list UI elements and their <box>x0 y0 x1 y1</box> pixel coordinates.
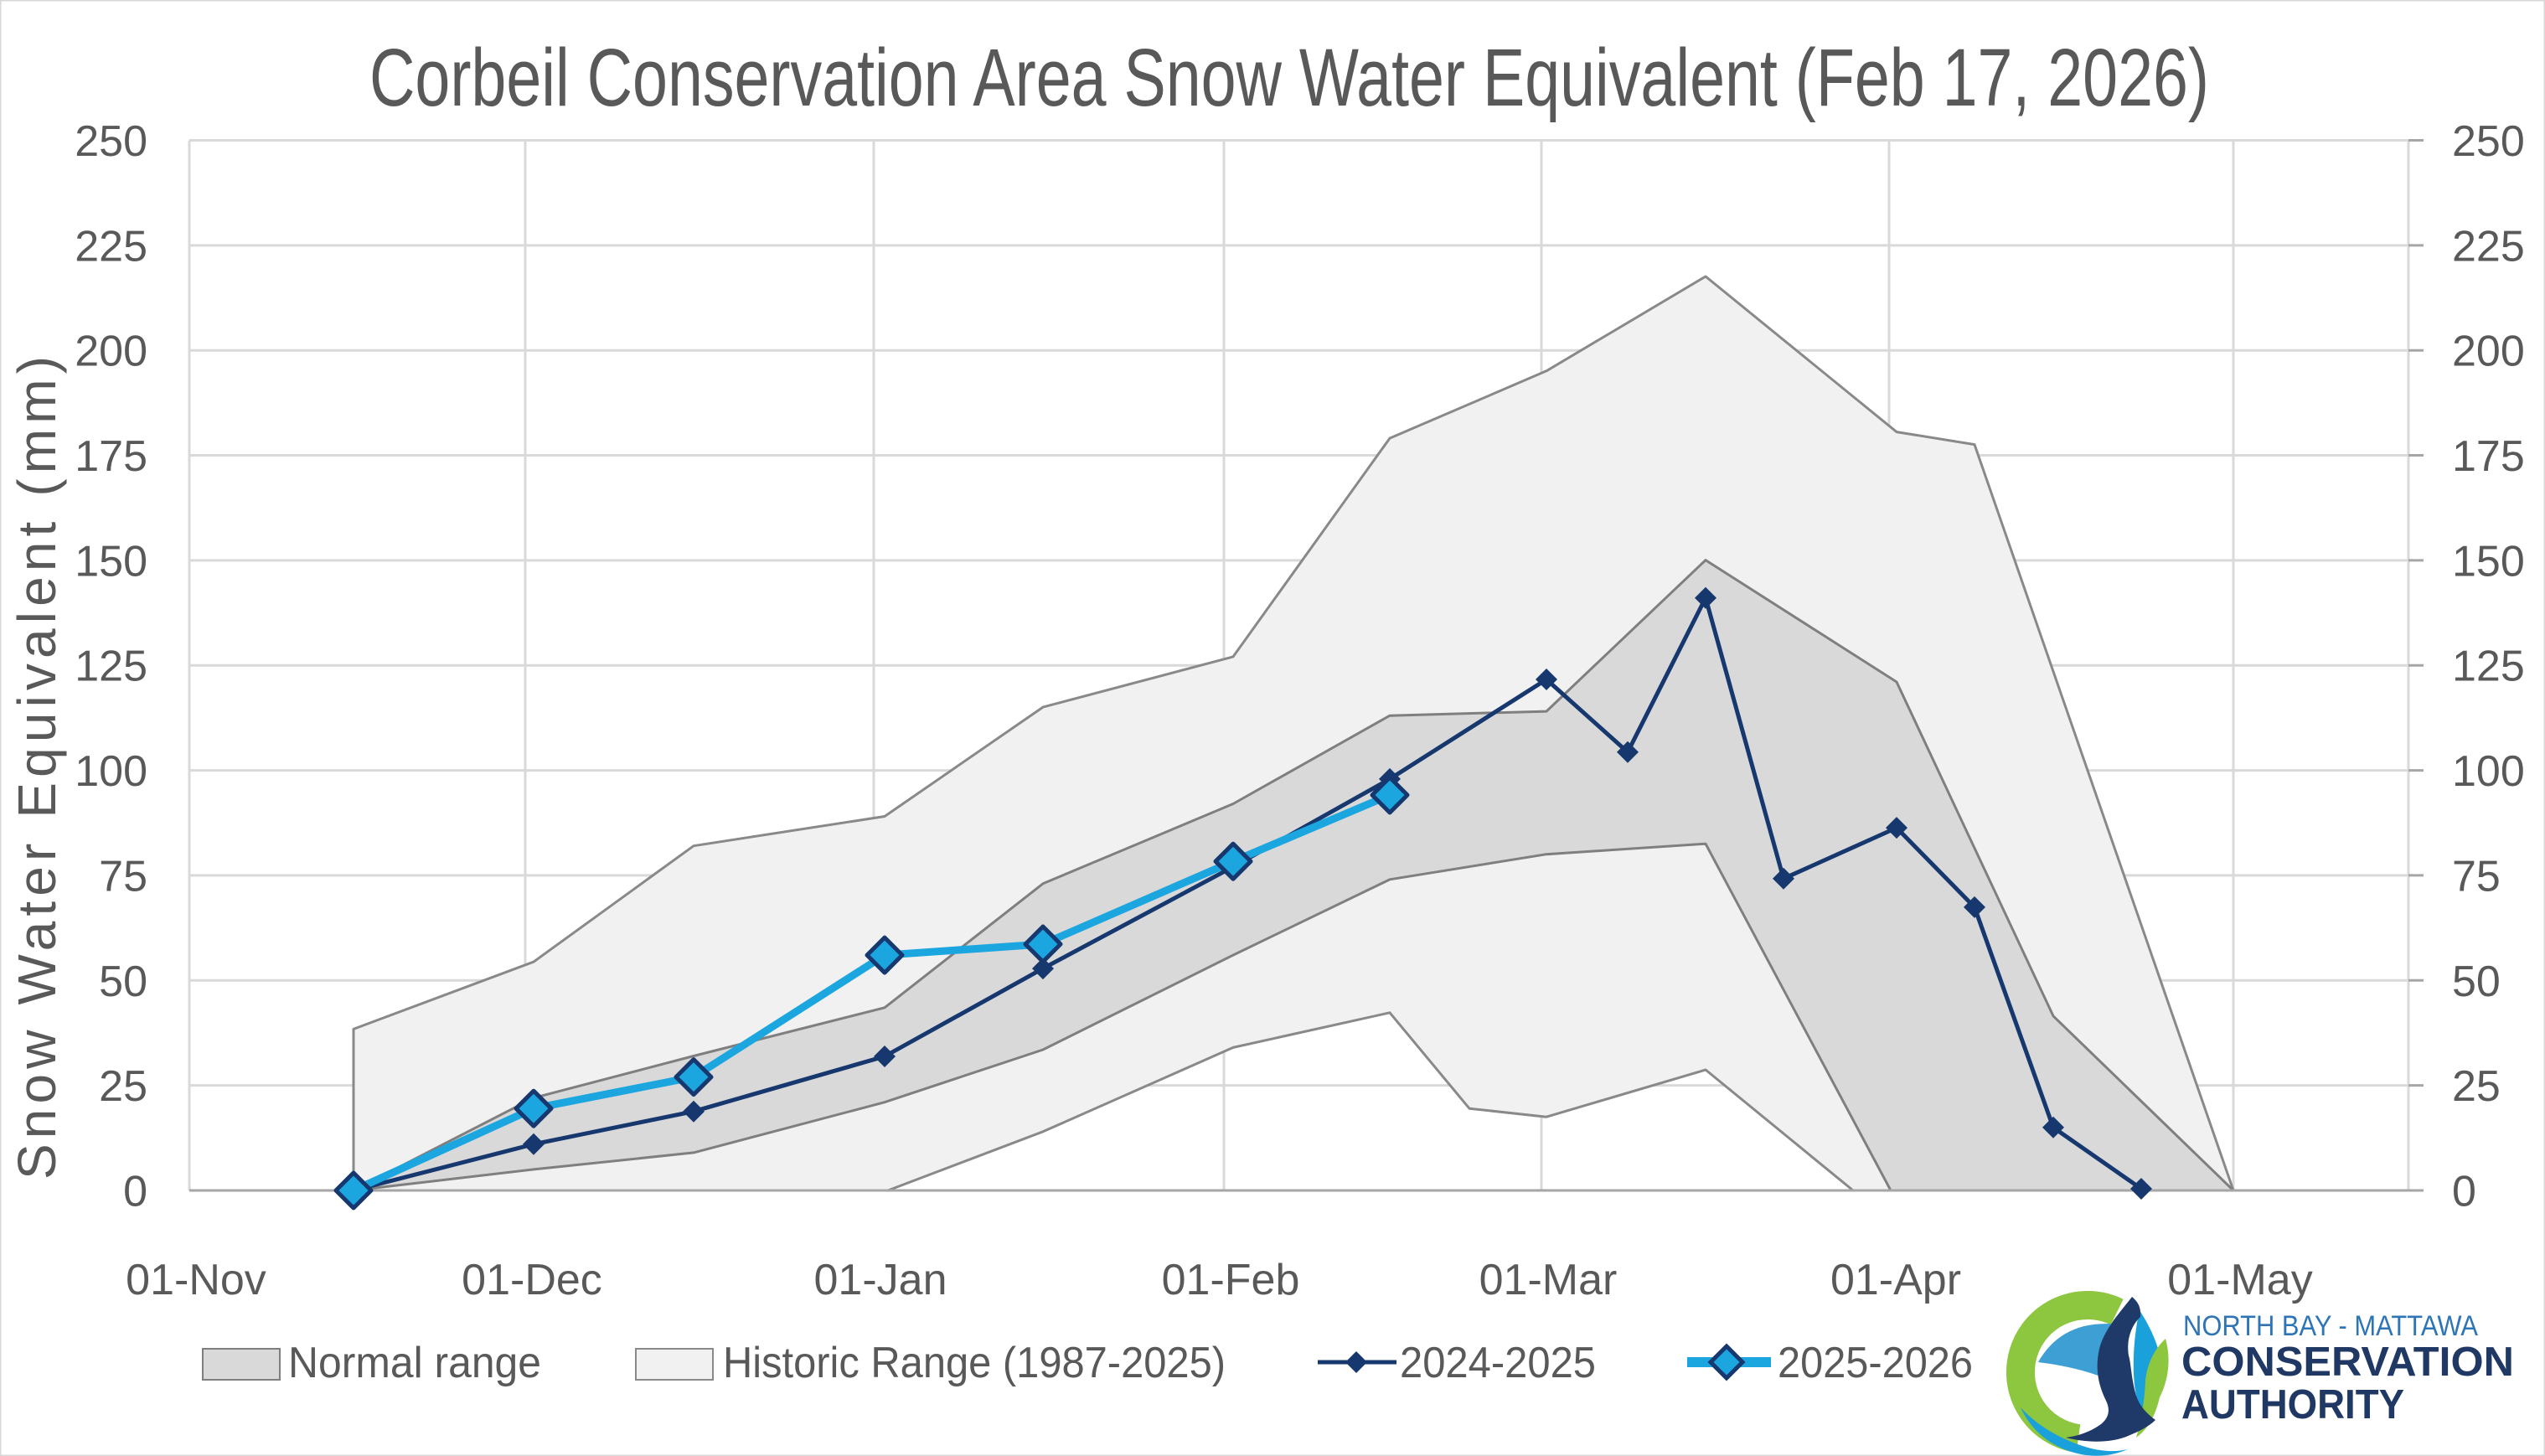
svg-text:01-Nov: 01-Nov <box>126 1256 266 1304</box>
svg-text:2024-2025: 2024-2025 <box>1400 1339 1596 1387</box>
svg-text:AUTHORITY: AUTHORITY <box>2181 1382 2404 1428</box>
svg-text:100: 100 <box>2452 747 2525 796</box>
svg-text:175: 175 <box>75 432 147 481</box>
svg-text:225: 225 <box>75 222 147 271</box>
svg-text:01-May: 01-May <box>2167 1256 2312 1304</box>
svg-text:Snow Water Equivalent (mm): Snow Water Equivalent (mm) <box>7 356 67 1180</box>
svg-text:01-Jan: 01-Jan <box>814 1256 947 1304</box>
svg-text:200: 200 <box>75 328 147 376</box>
svg-text:CONSERVATION: CONSERVATION <box>2181 1340 2514 1385</box>
svg-text:50: 50 <box>2452 958 2501 1006</box>
svg-text:01-Feb: 01-Feb <box>1162 1256 1300 1304</box>
svg-text:25: 25 <box>2452 1062 2501 1111</box>
svg-text:125: 125 <box>75 643 147 691</box>
svg-text:125: 125 <box>2452 643 2525 691</box>
svg-text:Normal range: Normal range <box>288 1339 541 1387</box>
svg-text:50: 50 <box>99 958 147 1006</box>
svg-text:NORTH BAY - MATTAWA: NORTH BAY - MATTAWA <box>2183 1310 2478 1342</box>
svg-text:75: 75 <box>99 852 147 901</box>
svg-text:01-Mar: 01-Mar <box>1479 1256 1618 1304</box>
svg-text:250: 250 <box>2452 117 2525 166</box>
svg-text:0: 0 <box>2452 1168 2476 1216</box>
svg-text:150: 150 <box>75 537 147 586</box>
svg-text:Historic Range (1987-2025): Historic Range (1987-2025) <box>723 1339 1226 1387</box>
svg-text:175: 175 <box>2452 432 2525 481</box>
svg-text:225: 225 <box>2452 222 2525 271</box>
svg-text:0: 0 <box>123 1168 147 1216</box>
svg-text:100: 100 <box>75 747 147 796</box>
svg-text:200: 200 <box>2452 328 2525 376</box>
svg-text:Corbeil Conservation Area Snow: Corbeil Conservation Area Snow Water Equ… <box>369 32 2209 123</box>
svg-text:150: 150 <box>2452 537 2525 586</box>
svg-text:01-Apr: 01-Apr <box>1830 1256 1961 1304</box>
svg-text:250: 250 <box>75 117 147 166</box>
svg-text:01-Dec: 01-Dec <box>462 1256 602 1304</box>
svg-text:75: 75 <box>2452 852 2501 901</box>
svg-text:25: 25 <box>99 1062 147 1111</box>
svg-text:2025-2026: 2025-2026 <box>1778 1339 1973 1387</box>
